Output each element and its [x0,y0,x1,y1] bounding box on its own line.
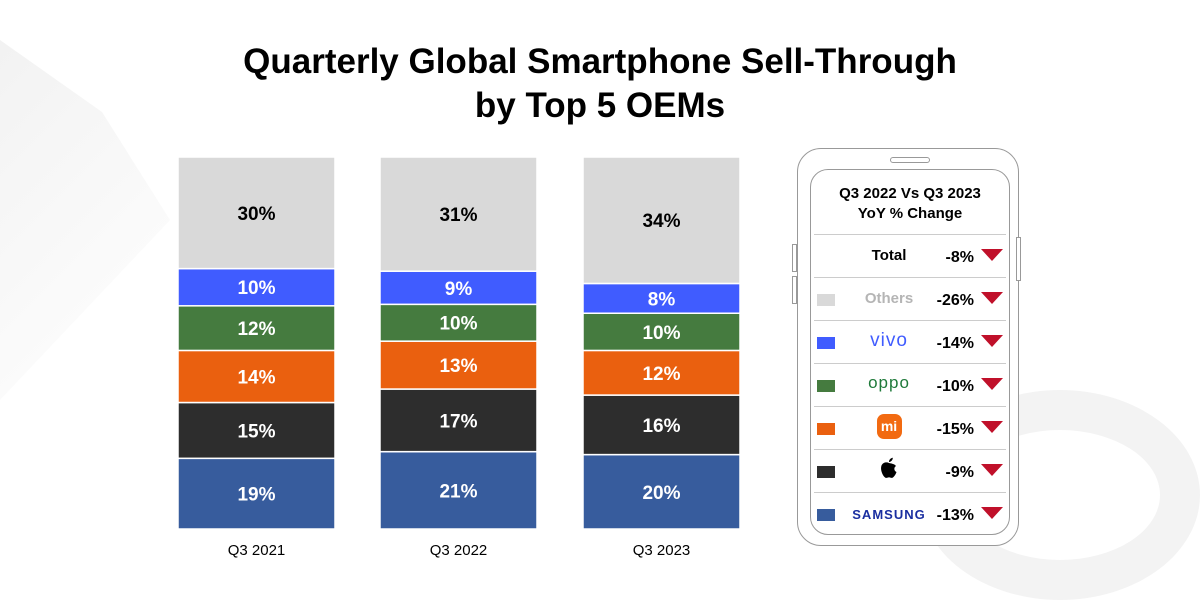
data-label: 30% [237,204,275,225]
data-label: 13% [439,356,477,377]
bar-segment-oppo [379,303,538,342]
data-label: 19% [237,485,275,506]
bar-segment-xiaomi [582,349,741,396]
legend-swatch [817,423,835,435]
xiaomi-logo: mi [844,414,934,439]
down-arrow-icon [981,292,1003,304]
down-arrow-icon [981,421,1003,433]
yoy-value: -14% [936,335,974,352]
row-label: Others [864,290,914,307]
data-label: 8% [648,289,676,310]
data-label: 12% [237,319,275,340]
yoy-row: -9% [814,449,1006,492]
yoy-phone-panel: Q3 2022 Vs Q3 2023 YoY % Change Total -8% O… [792,148,1021,546]
stacked-bar-chart: 19% 15% 14% 12% 10% 30% Q3 2021 21% 17% 13% 10% 9% 3… [177,156,741,559]
yoy-value: -10% [936,378,974,395]
data-label: 21% [439,481,477,502]
panel-title-line-2: YoY % Change [857,205,963,222]
down-arrow-icon [981,249,1003,261]
down-arrow-icon [981,507,1003,519]
data-label: 16% [642,416,680,437]
x-tick-label: Q3 2022 [430,542,488,559]
yoy-row: oppo -10% [814,363,1006,406]
title-line-1: Quarterly Global Smartphone Sell-Through [243,42,957,81]
bar-segment-others [582,156,741,285]
legend-swatch [817,337,835,349]
legend-swatch [817,509,835,521]
bar-segment-oppo [582,312,741,352]
yoy-row: vivo -14% [814,320,1006,363]
chart-title: Quarterly Global Smartphone Sell-Through… [0,40,1200,128]
data-label: 10% [642,323,680,344]
apple-logo-icon [844,456,934,486]
row-label: Total [871,247,907,264]
panel-title-line-1: Q3 2022 Vs Q3 2023 [839,185,981,202]
bar-segment-samsung [379,450,538,530]
bar-segment-samsung [177,457,336,530]
bar-segment-apple [177,401,336,460]
yoy-row: Others -26% [814,277,1006,320]
yoy-value: -15% [936,421,974,438]
phone-button [1016,237,1021,281]
data-label: 9% [445,279,473,300]
bar-segment-others [379,156,538,272]
data-label: 10% [237,278,275,299]
data-label: 17% [439,411,477,432]
oppo-logo: oppo [868,373,910,392]
data-label: 20% [642,483,680,504]
legend-swatch [817,466,835,478]
phone-button [792,244,797,272]
samsung-logo: SAMSUNG [852,507,926,522]
bar-segment-apple [582,394,741,456]
yoy-value: -26% [936,292,974,309]
down-arrow-icon [981,464,1003,476]
panel-title: Q3 2022 Vs Q3 2023 YoY % Change [811,184,1009,224]
yoy-value: -13% [936,507,974,524]
phone-screen: Q3 2022 Vs Q3 2023 YoY % Change Total -8% O… [810,169,1010,535]
down-arrow-icon [981,378,1003,390]
bar-segment-apple [379,388,538,453]
bar-segment-xiaomi [379,340,538,390]
yoy-value: -8% [945,249,974,266]
yoy-row: Total -8% [814,234,1006,277]
data-label: 15% [237,421,275,442]
data-label: 14% [237,367,275,388]
bar-segment-vivo [582,282,741,314]
title-line-2: by Top 5 OEMs [474,86,726,125]
data-label: 12% [642,364,680,385]
phone-button [792,276,797,304]
bar-segment-vivo [177,267,336,307]
yoy-row: SAMSUNG -13% [814,492,1006,535]
legend-swatch [817,294,835,306]
legend-swatch [817,380,835,392]
bar-segment-others [177,156,336,270]
vivo-logo: vivo [870,330,908,351]
phone-speaker [890,157,930,163]
x-tick-label: Q3 2021 [228,542,286,559]
data-label: 34% [642,211,680,232]
data-label: 10% [439,314,477,335]
data-label: 31% [439,205,477,226]
x-tick-label: Q3 2023 [633,542,691,559]
down-arrow-icon [981,335,1003,347]
yoy-row: mi -15% [814,406,1006,449]
yoy-value: -9% [945,464,974,481]
